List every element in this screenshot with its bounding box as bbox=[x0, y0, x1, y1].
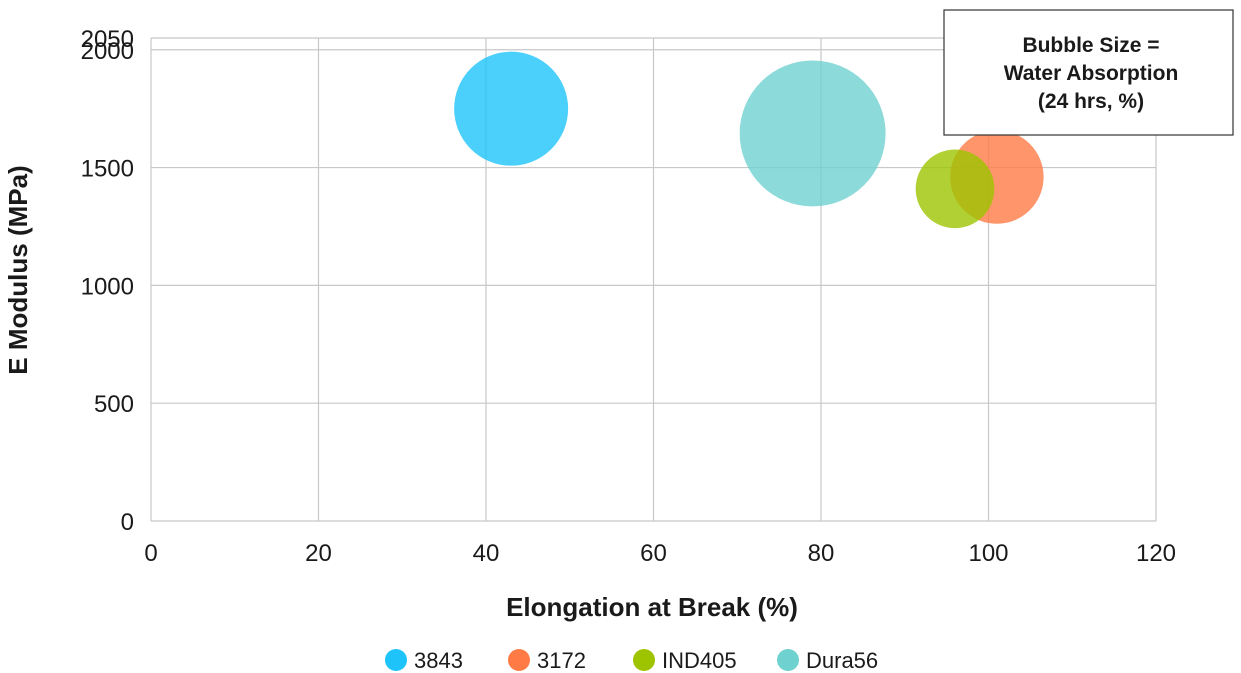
legend-label: Dura56 bbox=[806, 648, 878, 673]
legend-item-ind405: IND405 bbox=[633, 648, 737, 673]
legend-marker bbox=[633, 649, 655, 671]
bubble-3843 bbox=[454, 51, 569, 166]
bubble-size-note: Bubble Size = Water Absorption (24 hrs, … bbox=[943, 9, 1234, 136]
bubble-size-note-line-3: (24 hrs, %) bbox=[1038, 90, 1144, 113]
legend-label: 3172 bbox=[537, 648, 586, 673]
bubble-ind405 bbox=[915, 149, 995, 229]
legend-item-3843: 3843 bbox=[385, 648, 463, 673]
y-tick-label: 1500 bbox=[81, 156, 134, 183]
x-tick-label: 0 bbox=[144, 540, 157, 567]
legend-item-3172: 3172 bbox=[508, 648, 586, 673]
legend-marker bbox=[385, 649, 407, 671]
x-tick-label: 40 bbox=[473, 540, 500, 567]
x-tick-label: 60 bbox=[640, 540, 667, 567]
x-tick-label: 80 bbox=[808, 540, 835, 567]
x-tick-label: 100 bbox=[968, 540, 1008, 567]
y-tick-label: 0 bbox=[121, 509, 134, 536]
legend: 3843 3172 IND405 Dura56 bbox=[385, 648, 878, 673]
x-axis-title: Elongation at Break (%) bbox=[506, 592, 798, 622]
y-tick-label: 500 bbox=[94, 391, 134, 418]
bubble-size-note-line-2: Water Absorption bbox=[1004, 62, 1179, 85]
legend-label: 3843 bbox=[414, 648, 463, 673]
y-tick-label: 2000 bbox=[81, 38, 134, 65]
x-tick-label: 20 bbox=[305, 540, 332, 567]
y-axis-title: E Modulus (MPa) bbox=[3, 165, 33, 374]
x-tick-label: 120 bbox=[1136, 540, 1176, 567]
bubble-size-note-line-1: Bubble Size = bbox=[1022, 34, 1159, 57]
legend-marker bbox=[508, 649, 530, 671]
y-tick-label: 2050 bbox=[81, 26, 134, 53]
legend-item-dura56: Dura56 bbox=[777, 648, 878, 673]
bubbles bbox=[454, 51, 1044, 229]
bubble-dura56 bbox=[739, 60, 886, 207]
legend-label: IND405 bbox=[662, 648, 737, 673]
y-tick-label: 1000 bbox=[81, 273, 134, 300]
legend-marker bbox=[777, 649, 799, 671]
bubble-size-note-box bbox=[943, 9, 1234, 136]
